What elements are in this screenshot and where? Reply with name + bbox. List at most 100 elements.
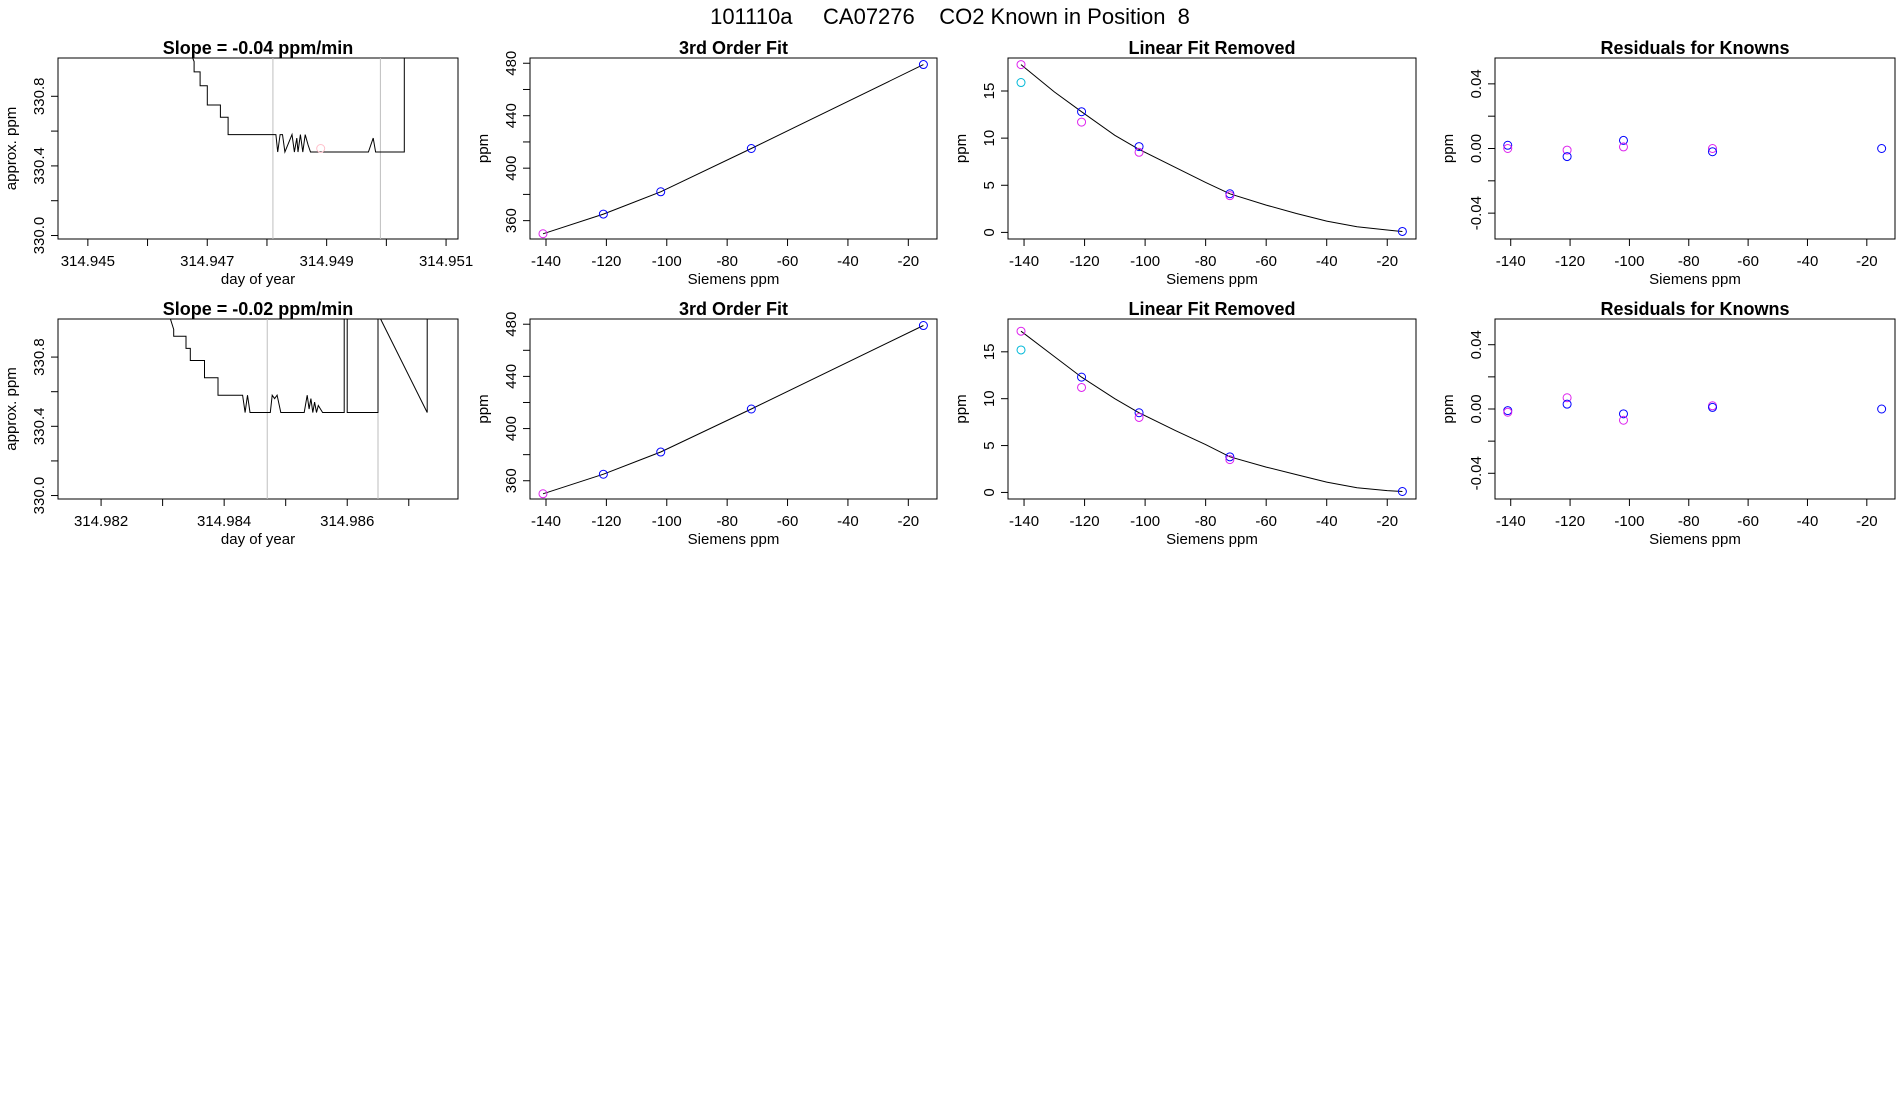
data-point bbox=[746, 404, 756, 414]
data-point bbox=[1134, 142, 1144, 152]
panel-title: Residuals for Knowns bbox=[1600, 299, 1789, 319]
x-tick-label: 314.986 bbox=[320, 513, 374, 530]
plot-area bbox=[1503, 393, 1887, 425]
plot-frame bbox=[57, 318, 459, 500]
x-tick-label: -140 bbox=[531, 253, 561, 270]
data-point bbox=[918, 321, 928, 331]
data-point bbox=[598, 469, 608, 479]
data-point bbox=[1562, 399, 1572, 409]
x-tick-label: -60 bbox=[1255, 513, 1277, 530]
x-tick-label: -60 bbox=[1737, 253, 1759, 270]
y-tick-label: 10 bbox=[981, 390, 998, 407]
y-axis-label: ppm bbox=[1440, 134, 1457, 163]
x-tick-label: -80 bbox=[1195, 253, 1217, 270]
x-tick-label: -20 bbox=[1376, 513, 1398, 530]
y-tick-label: 15 bbox=[981, 343, 998, 360]
plot-frame bbox=[1494, 57, 1896, 240]
x-tick-label: -140 bbox=[1009, 513, 1039, 530]
fit-curve bbox=[542, 64, 924, 235]
x-tick-label: -40 bbox=[1797, 253, 1819, 270]
x-tick-label: -120 bbox=[591, 253, 621, 270]
x-axis-label: Siemens ppm bbox=[1166, 271, 1258, 288]
x-tick-label: -120 bbox=[591, 513, 621, 530]
x-tick-label: -20 bbox=[1856, 253, 1878, 270]
x-tick-label: -60 bbox=[1255, 253, 1277, 270]
y-tick-label: 0.00 bbox=[1468, 394, 1485, 423]
x-tick-label: -20 bbox=[897, 253, 919, 270]
x-tick-label: -40 bbox=[1316, 253, 1338, 270]
x-tick-label: 314.945 bbox=[61, 253, 115, 270]
data-point bbox=[746, 144, 756, 153]
data-point bbox=[1077, 117, 1087, 127]
x-tick-label: 314.951 bbox=[419, 253, 473, 270]
x-tick-label: -100 bbox=[1614, 513, 1644, 530]
data-point bbox=[1016, 326, 1026, 336]
x-axis-label: Siemens ppm bbox=[1166, 531, 1258, 548]
y-tick-label: 330.8 bbox=[31, 338, 48, 376]
panel-title: Linear Fit Removed bbox=[1128, 299, 1295, 319]
y-tick-label: 15 bbox=[981, 83, 998, 100]
plot-frame bbox=[1494, 318, 1896, 500]
panel-title: Slope = -0.04 ppm/min bbox=[163, 38, 354, 58]
panel-title: 3rd Order Fit bbox=[679, 299, 788, 319]
panel-r1_fit: 3rd Order Fit -140 -120 -100 -80 -60 -40 -20 Sie… bbox=[475, 38, 938, 288]
fit-curve bbox=[1020, 330, 1403, 492]
data-point bbox=[1562, 393, 1572, 403]
data-point bbox=[1225, 191, 1235, 201]
data-point bbox=[918, 60, 928, 70]
y-tick-label: 440 bbox=[503, 364, 520, 389]
x-tick-label: -40 bbox=[1797, 513, 1819, 530]
y-tick-label: 440 bbox=[503, 103, 520, 128]
data-point bbox=[656, 187, 666, 197]
x-tick-label: -100 bbox=[652, 513, 682, 530]
x-tick-label: -120 bbox=[1555, 513, 1585, 530]
y-tick-label: 0.04 bbox=[1468, 69, 1485, 98]
data-point bbox=[1708, 144, 1718, 153]
x-tick-label: -100 bbox=[1130, 513, 1160, 530]
y-tick-label: 330.4 bbox=[31, 147, 48, 185]
data-point bbox=[1016, 345, 1026, 355]
panel-title: Linear Fit Removed bbox=[1128, 38, 1295, 58]
panel-title: 3rd Order Fit bbox=[679, 38, 788, 58]
data-point bbox=[1877, 144, 1887, 153]
fit-curve bbox=[542, 325, 924, 495]
panel-r1_linear: Linear Fit Removed -140 -120 -100 -80 -60 -40 -… bbox=[953, 38, 1417, 288]
data-point bbox=[1077, 372, 1087, 382]
plot-area bbox=[538, 321, 928, 499]
x-tick-label: -20 bbox=[897, 513, 919, 530]
data-point bbox=[1618, 415, 1628, 425]
y-axis-label: ppm bbox=[953, 394, 970, 423]
x-tick-label: -40 bbox=[1316, 513, 1338, 530]
y-tick-label: 330.8 bbox=[31, 78, 48, 116]
y-tick-label: 400 bbox=[503, 156, 520, 181]
panel-r2_timeseries: Slope = -0.02 ppm/min 314.982 314.984 314.9… bbox=[3, 299, 459, 548]
plot-area bbox=[192, 58, 405, 239]
y-tick-label: 360 bbox=[503, 208, 520, 233]
data-point bbox=[1708, 402, 1718, 412]
data-point bbox=[1503, 140, 1513, 150]
plot-frame bbox=[1007, 318, 1417, 500]
x-tick-label: -140 bbox=[1496, 513, 1526, 530]
data-point bbox=[1077, 107, 1087, 117]
y-axis-label: ppm bbox=[475, 134, 492, 163]
x-tick-label: -80 bbox=[1195, 513, 1217, 530]
x-tick-label: -60 bbox=[1737, 513, 1759, 530]
panel-r2_resid: Residuals for Knowns -140 -120 -100 -80 -60 -4… bbox=[1440, 299, 1896, 548]
data-point bbox=[1877, 404, 1887, 414]
x-tick-label: -100 bbox=[652, 253, 682, 270]
x-tick-label: -120 bbox=[1070, 513, 1100, 530]
x-tick-label: -140 bbox=[531, 513, 561, 530]
data-point bbox=[1618, 142, 1628, 152]
x-tick-label: -80 bbox=[1678, 513, 1700, 530]
plot-area bbox=[1016, 60, 1407, 236]
panel-title: Residuals for Knowns bbox=[1600, 38, 1789, 58]
x-axis-label: day of year bbox=[221, 531, 295, 548]
y-tick-label: 5 bbox=[981, 441, 998, 449]
y-axis-label: approx. ppm bbox=[3, 367, 20, 450]
series-line bbox=[192, 58, 405, 154]
x-axis-label: day of year bbox=[221, 271, 295, 288]
y-tick-label: 10 bbox=[981, 130, 998, 147]
x-tick-label: -140 bbox=[1009, 253, 1039, 270]
series-line bbox=[169, 319, 428, 413]
